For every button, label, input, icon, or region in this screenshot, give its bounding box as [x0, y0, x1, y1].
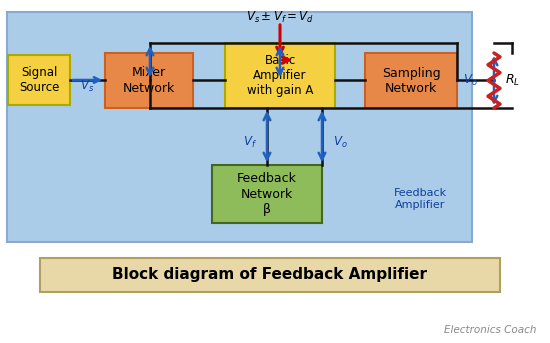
- Text: Sampling
Network: Sampling Network: [382, 67, 441, 95]
- Bar: [365, 53, 457, 108]
- Text: Electronics Coach: Electronics Coach: [443, 325, 536, 335]
- Text: $V_s \pm V_f = V_d$: $V_s \pm V_f = V_d$: [246, 10, 314, 25]
- Text: Feedback
Network
β: Feedback Network β: [237, 173, 297, 215]
- Bar: [8, 55, 70, 105]
- Text: $R_L$: $R_L$: [505, 72, 520, 87]
- Text: Mixer
Network: Mixer Network: [123, 67, 175, 95]
- Bar: [7, 12, 472, 242]
- Text: $V_s$: $V_s$: [80, 79, 94, 94]
- Text: $V_o$: $V_o$: [463, 72, 478, 87]
- Text: Basic
Amplifier
with gain A: Basic Amplifier with gain A: [247, 54, 313, 97]
- Text: Feedback
Amplifier: Feedback Amplifier: [393, 188, 447, 210]
- Text: $V_f$: $V_f$: [243, 134, 257, 150]
- Bar: [212, 165, 322, 223]
- Text: Signal
Source: Signal Source: [19, 66, 59, 94]
- Text: $V_o$: $V_o$: [333, 134, 348, 150]
- Bar: [40, 258, 500, 292]
- Text: Block diagram of Feedback Amplifier: Block diagram of Feedback Amplifier: [113, 268, 427, 283]
- Bar: [225, 43, 335, 108]
- Bar: [105, 53, 193, 108]
